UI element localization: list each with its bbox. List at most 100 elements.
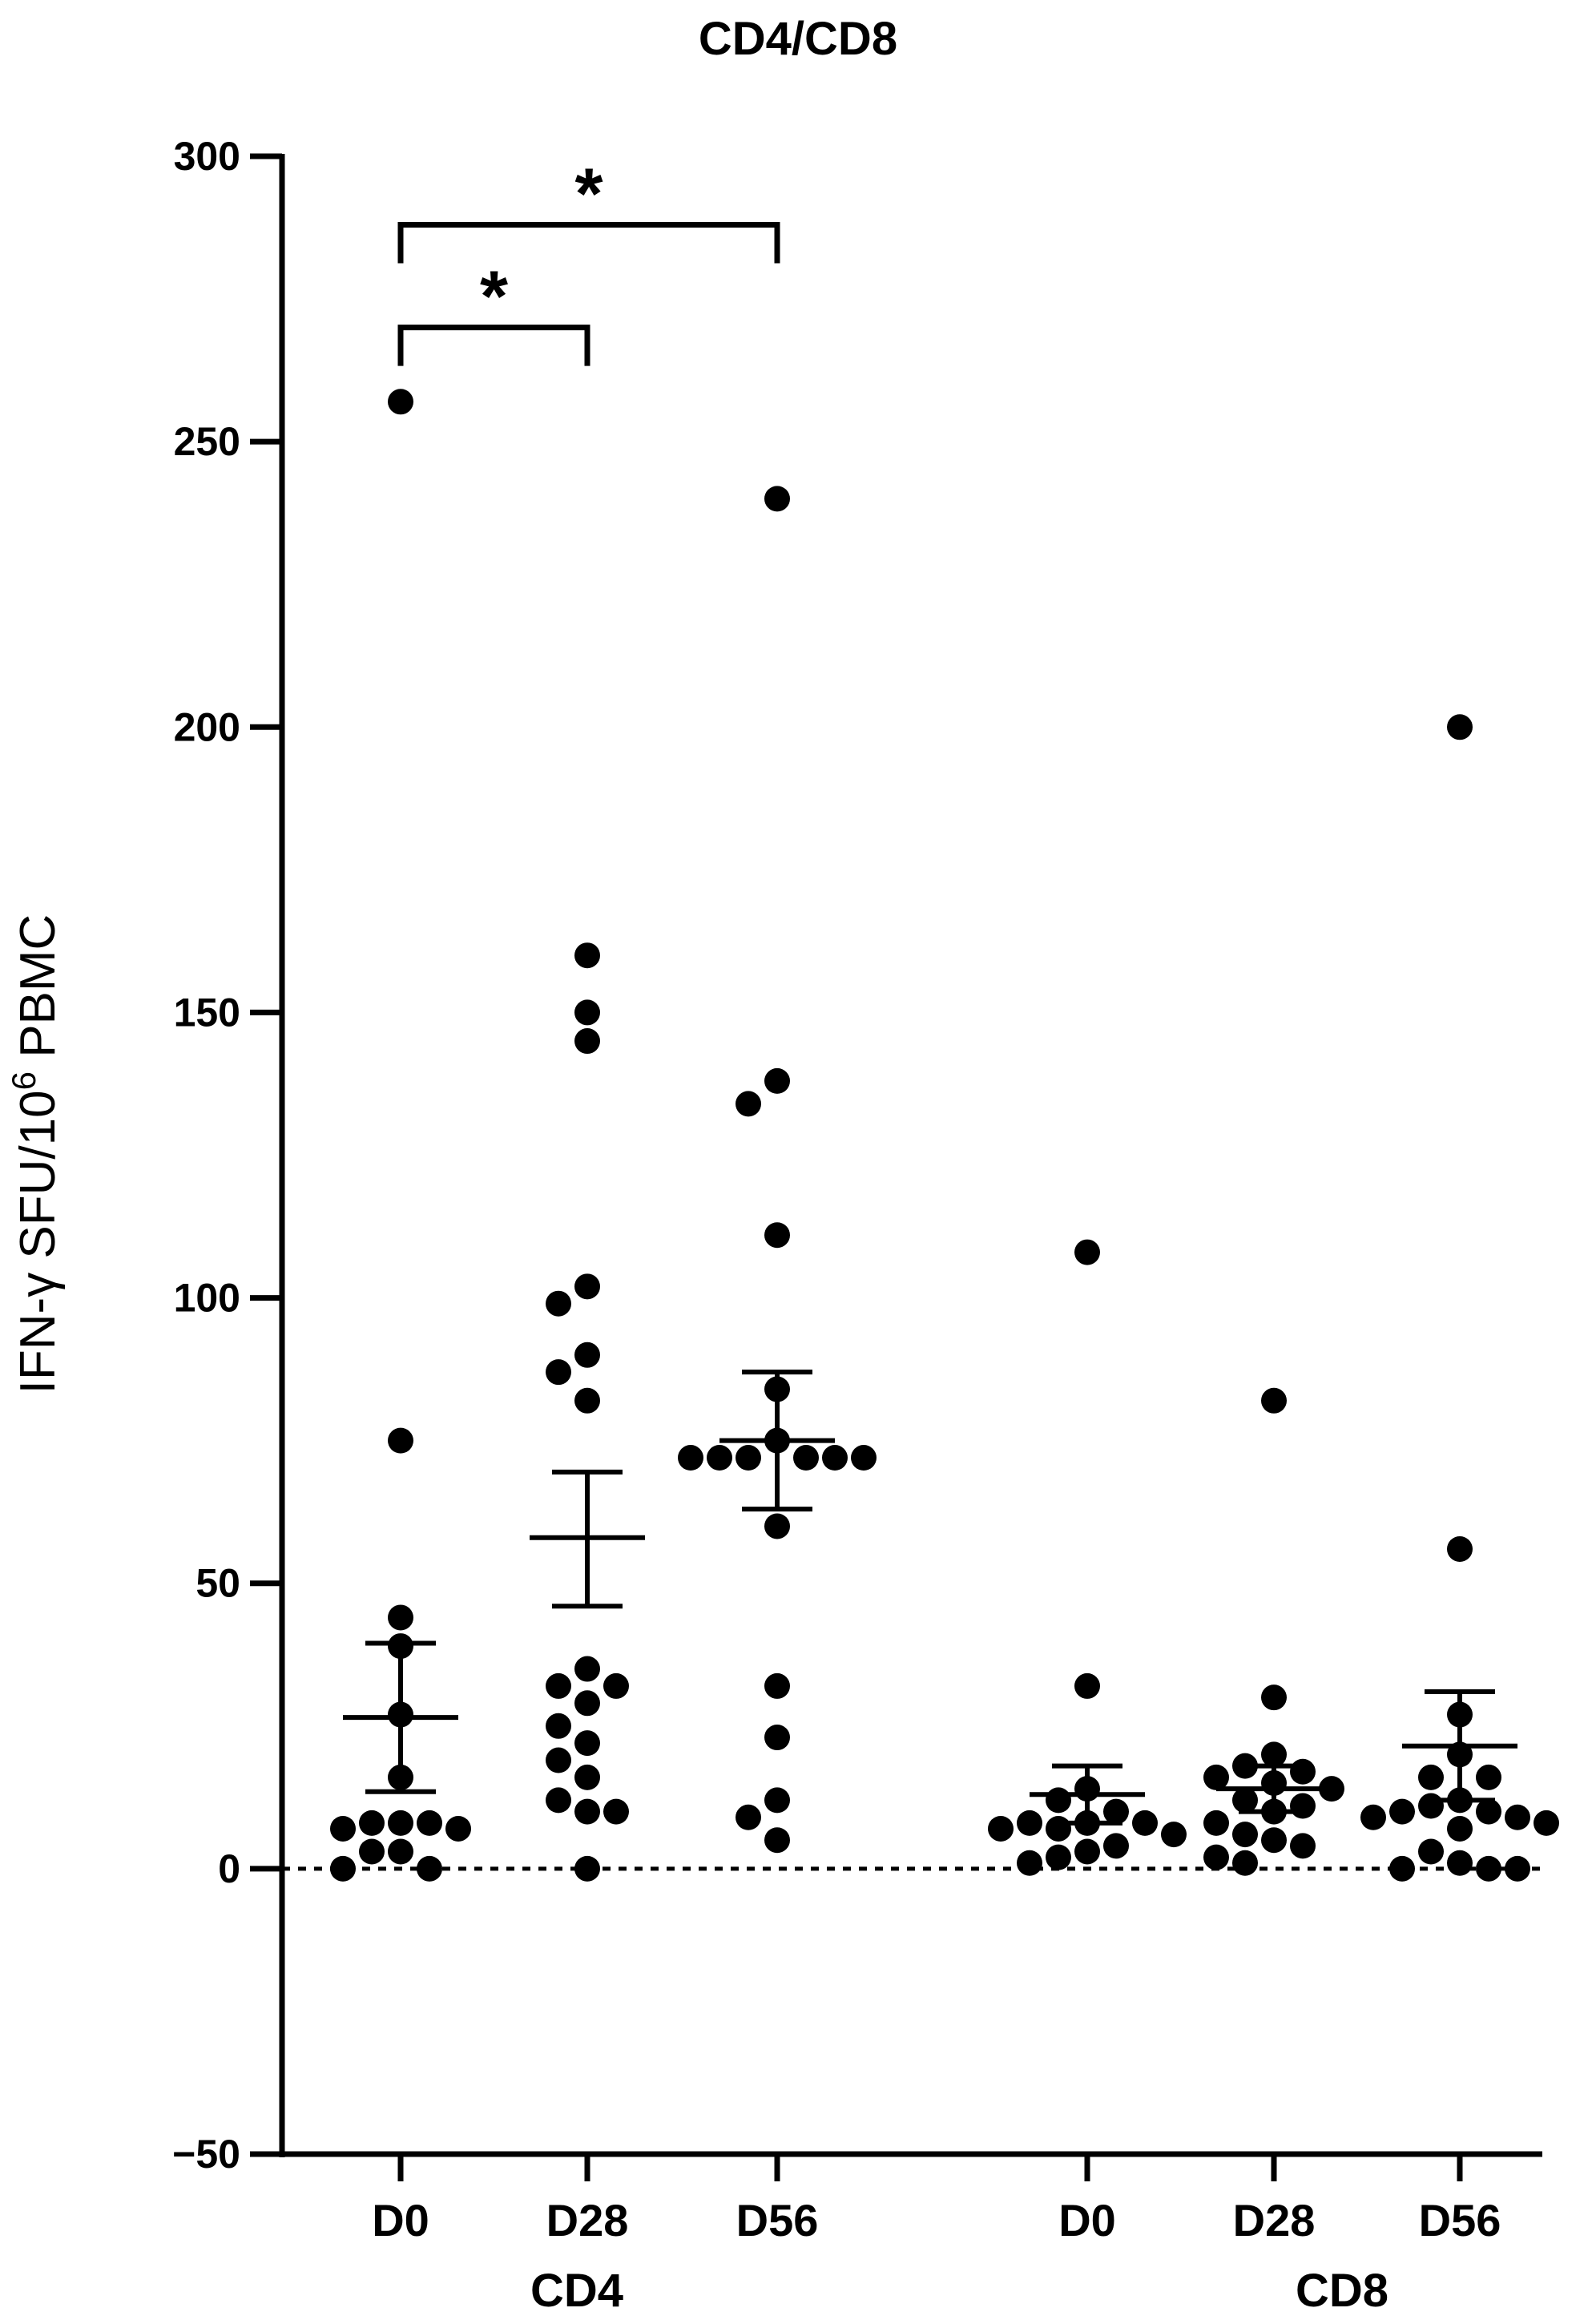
y-tick-label: 200 — [174, 704, 240, 749]
data-point — [388, 1838, 413, 1865]
data-point — [574, 1764, 600, 1790]
data-point — [574, 1730, 600, 1757]
x-tick-label: D28 — [1233, 2195, 1316, 2245]
data-point — [851, 1445, 877, 1471]
data-point — [574, 1342, 600, 1368]
data-point — [1290, 1793, 1316, 1819]
group-label: CD4 — [530, 2265, 623, 2317]
data-point — [793, 1445, 819, 1471]
data-point — [546, 1672, 571, 1699]
x-tick-label: D56 — [736, 2195, 819, 2245]
data-point — [822, 1445, 848, 1471]
data-point — [574, 1690, 600, 1717]
data-point — [1074, 1672, 1100, 1699]
chart-title: CD4/CD8 — [699, 13, 897, 65]
significance-label: * — [574, 154, 603, 234]
data-point — [1290, 1758, 1316, 1785]
data-point — [574, 942, 600, 969]
group-label: CD8 — [1296, 2265, 1388, 2317]
data-point — [1046, 1787, 1071, 1814]
data-point — [1203, 1764, 1229, 1790]
data-point — [603, 1798, 629, 1825]
y-tick-label: 250 — [174, 419, 240, 464]
y-axis-label-tail: PBMC — [10, 914, 66, 1071]
data-point — [546, 1290, 571, 1317]
data-point — [388, 1810, 413, 1836]
data-point — [1203, 1844, 1229, 1870]
data-point — [764, 1672, 790, 1699]
significance-bracket — [397, 325, 590, 366]
data-point — [764, 1787, 790, 1814]
data-point — [1476, 1764, 1501, 1790]
data-point — [574, 999, 600, 1026]
data-point — [1389, 1798, 1415, 1825]
data-point — [574, 1798, 600, 1825]
data-point — [1447, 1815, 1473, 1842]
y-tick-label: −50 — [172, 2132, 240, 2177]
data-point — [1232, 1850, 1258, 1876]
data-point — [546, 1747, 571, 1773]
data-point — [603, 1672, 629, 1699]
data-point — [417, 1855, 442, 1882]
data-point — [445, 1815, 471, 1842]
data-point — [1132, 1810, 1158, 1836]
data-point — [1447, 714, 1473, 740]
data-point — [1447, 1535, 1473, 1562]
data-point — [1534, 1810, 1559, 1836]
data-point — [1103, 1798, 1129, 1825]
data-point — [1261, 1741, 1287, 1768]
data-point — [1261, 1827, 1287, 1854]
data-point — [546, 1787, 571, 1814]
data-point — [388, 389, 413, 415]
y-axis-label-main: IFN-γ SFU/10 — [10, 1090, 66, 1394]
data-point — [1418, 1764, 1444, 1790]
data-point — [574, 1387, 600, 1414]
data-point — [1161, 1822, 1187, 1848]
data-point — [574, 1028, 600, 1055]
data-point — [736, 1091, 761, 1117]
data-point — [1017, 1810, 1042, 1836]
y-tick-label: 100 — [174, 1276, 240, 1321]
data-point — [388, 1604, 413, 1631]
data-point — [1418, 1838, 1444, 1865]
data-point — [736, 1445, 761, 1471]
data-point — [574, 1273, 600, 1300]
data-point — [764, 1222, 790, 1249]
data-point — [1476, 1855, 1501, 1882]
data-point — [736, 1804, 761, 1830]
data-point — [764, 1067, 790, 1094]
data-point — [1017, 1850, 1042, 1876]
x-tick-label: D28 — [546, 2195, 629, 2245]
data-point — [359, 1810, 385, 1836]
data-point — [1261, 1387, 1287, 1414]
data-point — [1505, 1855, 1530, 1882]
data-point — [1046, 1844, 1071, 1870]
data-point — [1476, 1798, 1501, 1825]
data-point — [546, 1359, 571, 1386]
data-point — [1389, 1855, 1415, 1882]
data-point — [764, 1827, 790, 1854]
data-point — [988, 1815, 1014, 1842]
data-point — [1290, 1833, 1316, 1859]
data-point — [707, 1445, 732, 1471]
data-point — [1203, 1810, 1229, 1836]
data-point — [764, 1513, 790, 1539]
data-point — [764, 486, 790, 512]
y-tick-label: 0 — [218, 1846, 240, 1891]
data-point — [388, 1427, 413, 1454]
y-tick-label: 150 — [174, 990, 240, 1035]
data-point — [359, 1838, 385, 1865]
data-point — [574, 1656, 600, 1682]
x-tick-label: D0 — [372, 2195, 429, 2245]
data-point — [678, 1445, 703, 1471]
y-axis-label-superscript: 6 — [5, 1071, 42, 1090]
data-point — [417, 1810, 442, 1836]
data-point — [1447, 1850, 1473, 1876]
x-tick-label: D56 — [1419, 2195, 1501, 2245]
y-tick-label: 50 — [195, 1561, 240, 1606]
data-point — [1232, 1787, 1258, 1814]
significance-label: * — [480, 257, 508, 337]
data-point — [1103, 1833, 1129, 1859]
